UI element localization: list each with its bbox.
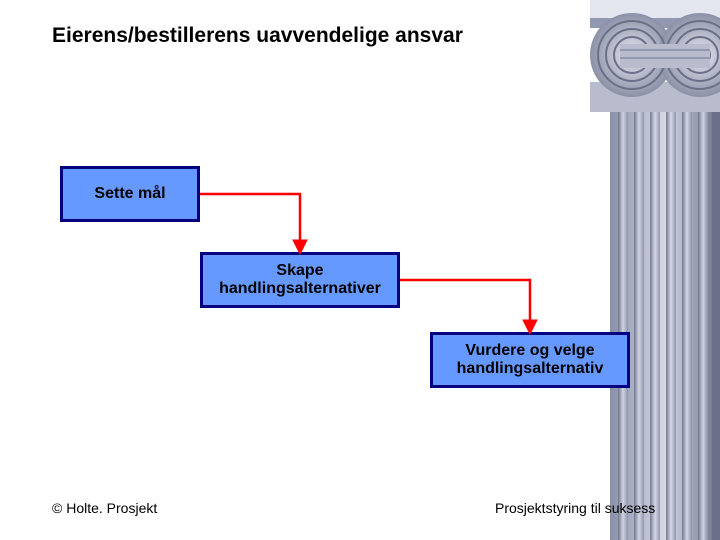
pillar-decoration [540,0,720,540]
slide: Eierens/bestillerens uavvendelige ansvar… [0,0,720,540]
flow-node-vurdere-velge: Vurdere og velgehandlingsalternativ [430,332,630,388]
flow-node-sette-mal: Sette mål [60,166,200,222]
flow-node-skape-handlingsalternativer: Skapehandlingsalternativer [200,252,400,308]
page-title: Eierens/bestillerens uavvendelige ansvar [52,24,463,48]
footer-copyright: © Holte. Prosjekt [52,500,157,516]
footer-tagline: Prosjektstyring til suksess [495,500,655,516]
